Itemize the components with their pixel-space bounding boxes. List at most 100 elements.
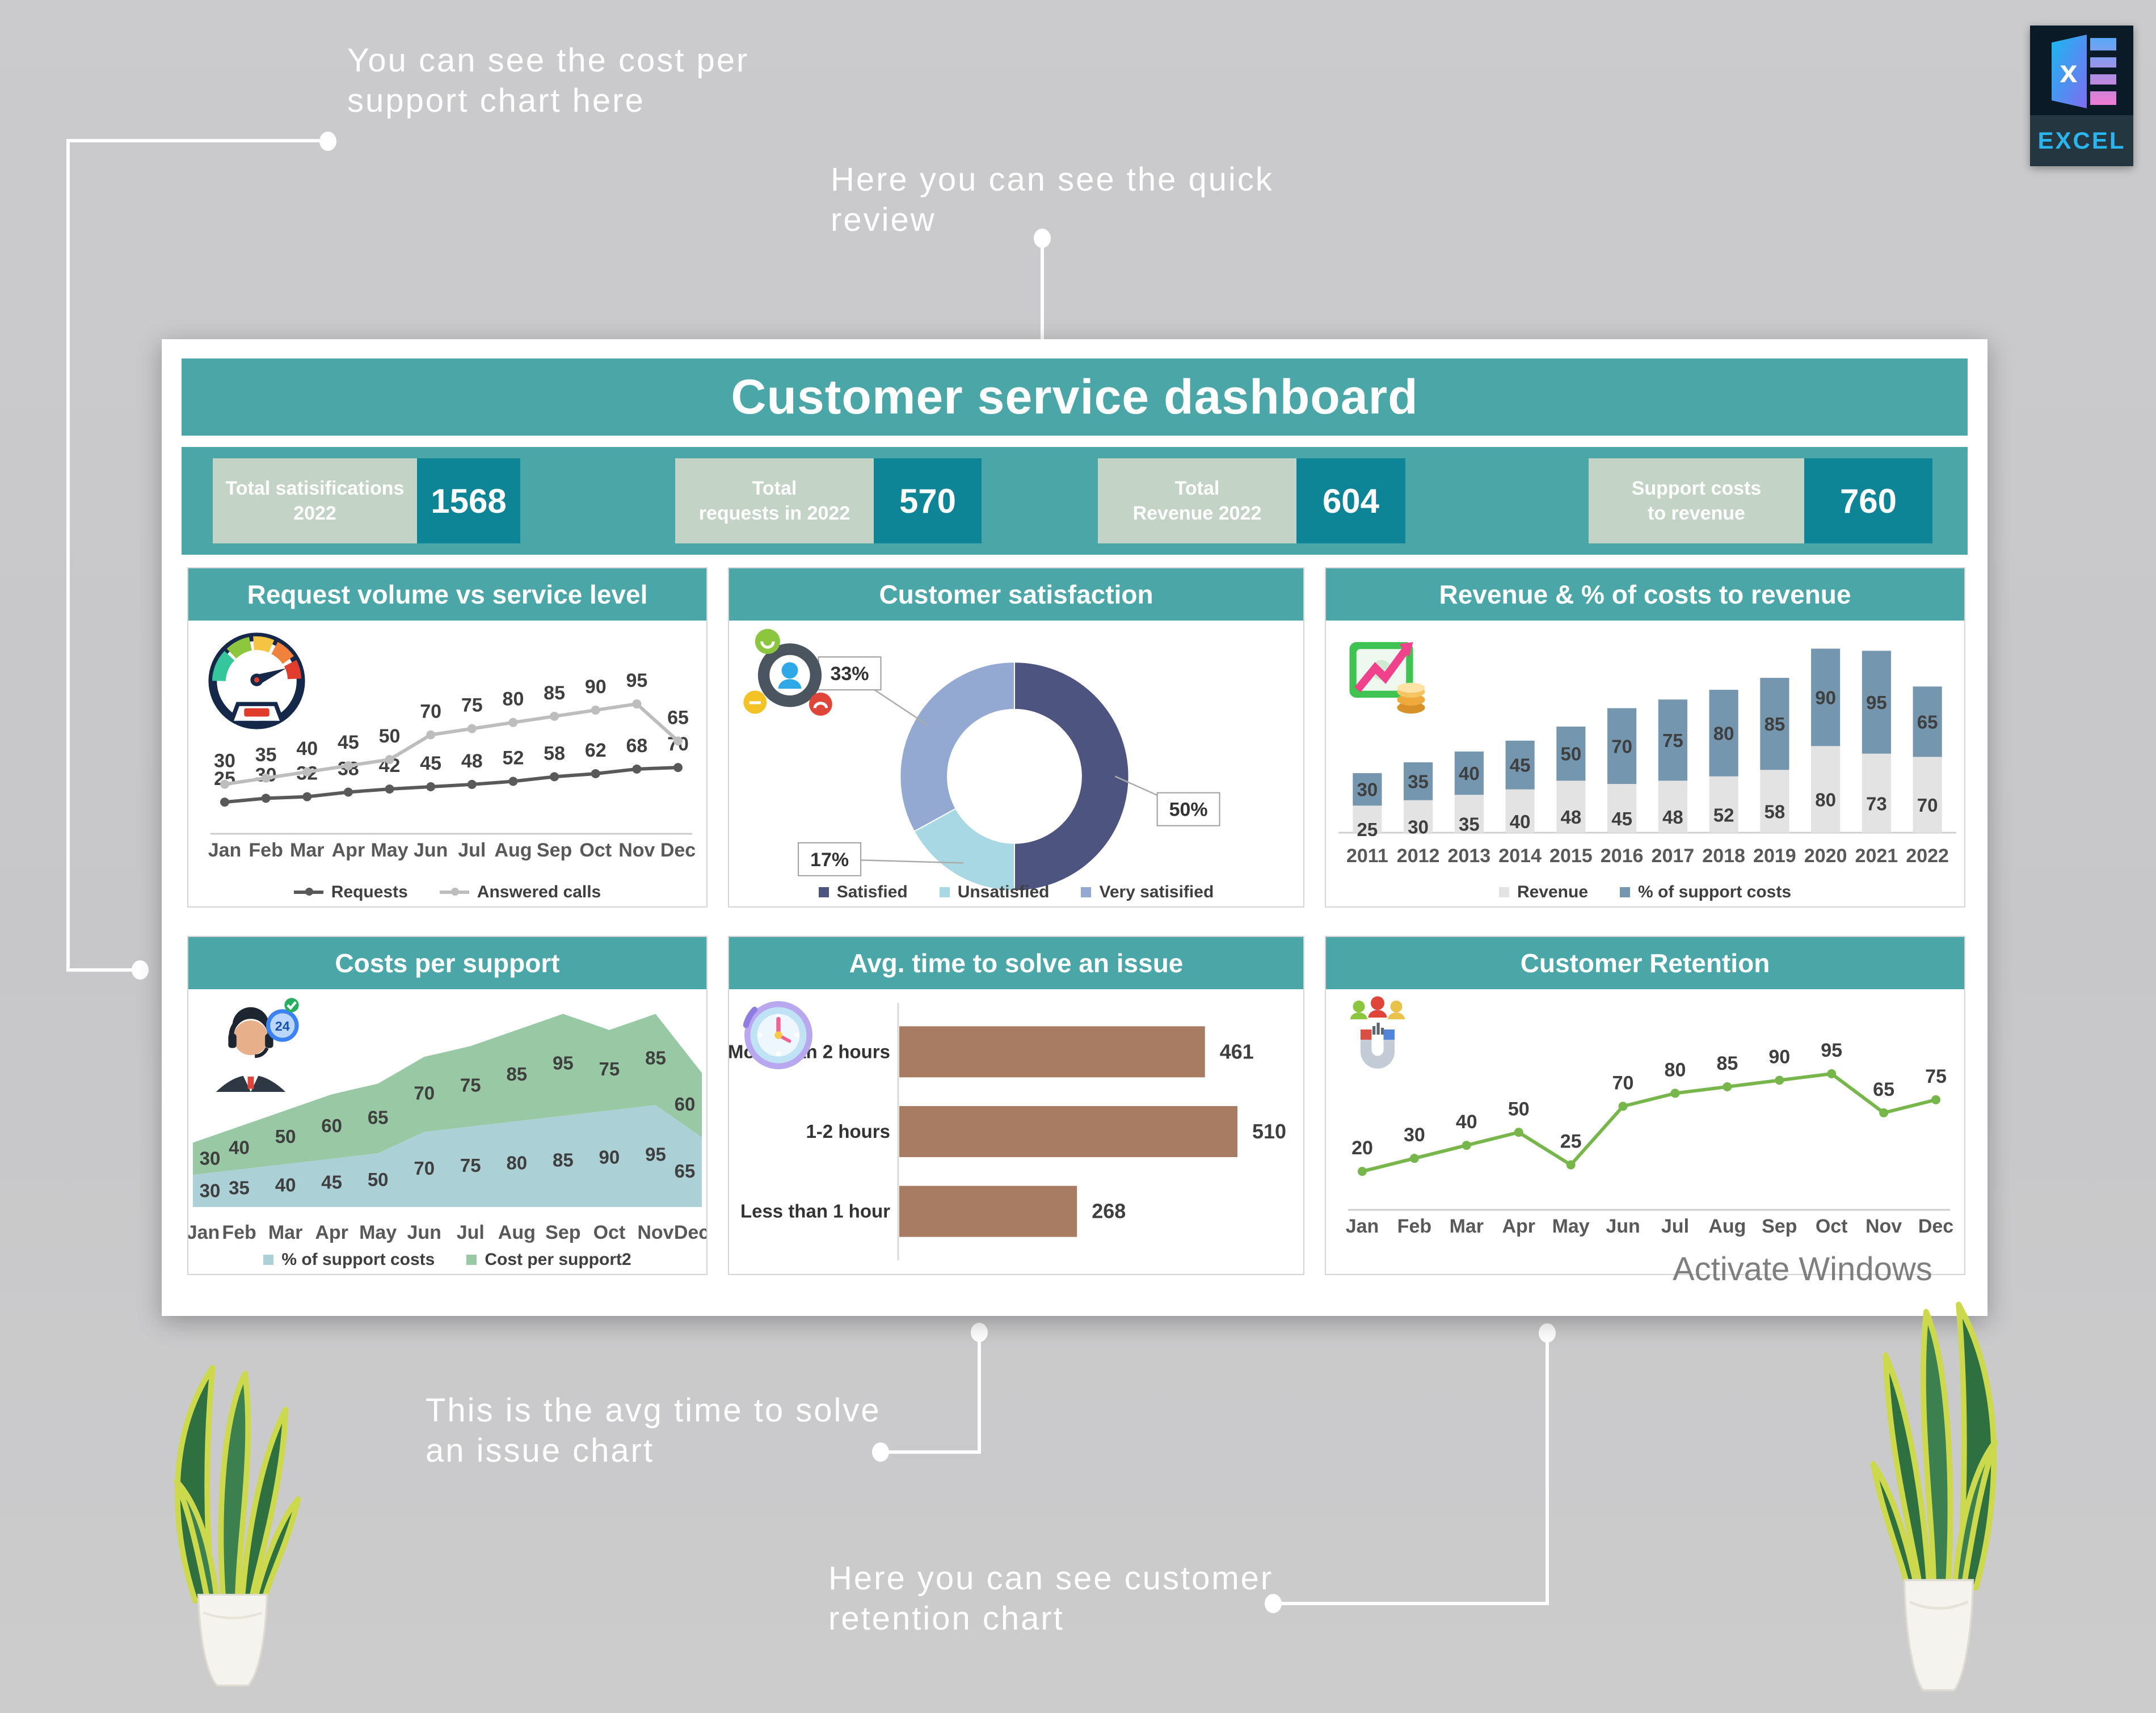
value-label: 80: [1815, 790, 1836, 811]
activate-windows-watermark: Activate Windows: [1673, 1251, 1932, 1288]
chart-legend: Satisfied Unsatisfied Very satisified: [729, 883, 1303, 902]
bar-segment: [1454, 751, 1484, 795]
legend-label: % of support costs: [281, 1250, 435, 1269]
legend-label: % of support costs: [1638, 883, 1792, 901]
bar-segment: [1658, 699, 1687, 781]
value-label: 48: [461, 750, 483, 772]
axis-label: Mar: [268, 1222, 302, 1243]
bar-segment: [1505, 789, 1535, 833]
data-point: [508, 777, 518, 786]
data-point: [220, 779, 229, 789]
value-label: 80: [506, 1152, 527, 1173]
value-label: 58: [1765, 801, 1786, 822]
legend-item: Requests: [293, 883, 408, 902]
bar-segment: [1607, 708, 1637, 784]
data-point: [632, 764, 642, 774]
value-label: 85: [544, 682, 565, 704]
value-label: 50: [275, 1126, 296, 1147]
chart-svg: 50% 17% 33%: [798, 656, 1220, 892]
data-point: [343, 761, 353, 770]
data-point: [1409, 1154, 1419, 1163]
value-label: 60: [675, 1094, 696, 1115]
legend-item: Satisfied: [818, 883, 908, 902]
connector-dot: [132, 960, 149, 980]
customer-retention-chart: Jan Feb Mar Apr May Jun Jul Aug Sep Oct Nov Dec 20 30…: [1326, 989, 1964, 1274]
axis-label: Jul: [458, 839, 486, 861]
annotation-quick-review: Here you can see the quick review: [831, 161, 1274, 238]
data-point: [1514, 1128, 1523, 1137]
legend-label: Cost per support2: [485, 1250, 631, 1269]
donut-slice: [899, 661, 1015, 833]
value-label: 510: [1252, 1120, 1286, 1143]
callout-label: 17%: [810, 849, 849, 871]
value-label: 90: [1768, 1046, 1790, 1068]
axis-label: 2018: [1702, 845, 1745, 867]
value-label: 65: [1917, 711, 1938, 732]
value-label: 30: [200, 1148, 221, 1169]
data-point: [550, 772, 559, 782]
data-point: [1723, 1082, 1732, 1091]
avg-time-chart: More than 2 hours 461 1-2 hours 510 Less tha…: [729, 989, 1303, 1274]
axis-label: 2016: [1601, 845, 1644, 867]
data-point: [1879, 1108, 1889, 1117]
data-point: [261, 794, 271, 803]
axis-label: Mar: [290, 839, 324, 861]
bar-segment: [1811, 746, 1841, 833]
data-point: [591, 705, 600, 715]
bar-segment: [1658, 780, 1687, 833]
value-label: 35: [1459, 814, 1480, 835]
value-label: 48: [1561, 807, 1582, 828]
value-label: 75: [460, 1074, 481, 1095]
panel-costs-per-support: Costs per support 24: [187, 936, 708, 1275]
axis-label: Oct: [593, 1222, 626, 1243]
value-label: 95: [1821, 1040, 1842, 1061]
kpi-total-revenue: Total Revenue 2022 604: [1098, 458, 1405, 543]
kpi-label: Support costs: [1631, 477, 1762, 499]
bar-segment: [1811, 648, 1841, 746]
panel-title: Customer satisfaction: [879, 580, 1153, 609]
legend-label: Very satisified: [1099, 883, 1214, 901]
axis-label: Dec: [1918, 1216, 1953, 1237]
axis-label: Sep: [537, 839, 572, 861]
axis-label: Jun: [414, 839, 448, 861]
connector-line: [66, 139, 70, 972]
series-line: [1362, 1071, 1936, 1174]
axis-label: 2019: [1753, 845, 1796, 867]
value-label: 40: [296, 738, 318, 760]
value-label: 50: [1508, 1098, 1530, 1120]
legend-label: Satisfied: [836, 883, 908, 901]
callout-box: [798, 842, 862, 876]
value-label: 35: [229, 1178, 250, 1199]
value-label: 62: [585, 740, 607, 761]
data-point: [426, 782, 436, 791]
axis-label: 2014: [1498, 845, 1542, 867]
connector-line: [66, 968, 140, 972]
value-label: 95: [645, 1144, 666, 1165]
kpi-label: 2022: [293, 503, 336, 524]
kpi-label: requests in 2022: [698, 503, 850, 524]
area-lower: [193, 1105, 702, 1207]
axis-label: Apr: [332, 839, 365, 861]
value-label: 48: [1662, 807, 1683, 828]
axis-label: Jan: [188, 1222, 220, 1243]
value-label: 45: [1510, 755, 1531, 776]
callout-box: [1156, 792, 1220, 826]
axis-label: Feb: [222, 1222, 256, 1243]
bar: [899, 1185, 1077, 1237]
value-label: 73: [1866, 793, 1887, 814]
donut-slice: [1013, 661, 1130, 892]
value-label: 65: [667, 707, 689, 728]
data-point: [1775, 1075, 1784, 1085]
value-label: 50: [368, 1169, 389, 1190]
legend-label: Unsatisfied: [957, 883, 1050, 901]
kpi-total-satisfactions: Total satisifications 2022 1568: [213, 458, 520, 543]
value-label: 85: [553, 1149, 574, 1170]
value-label: 25: [1560, 1131, 1582, 1153]
chart-legend: Revenue % of support costs: [1326, 883, 1964, 902]
callout-label: 50%: [1169, 799, 1208, 821]
title-band: Customer service dashboard: [182, 358, 1968, 436]
data-point: [1670, 1088, 1680, 1098]
bar-segment: [1862, 753, 1891, 833]
kpi-total-requests: Total requests in 2022 570: [675, 458, 982, 543]
